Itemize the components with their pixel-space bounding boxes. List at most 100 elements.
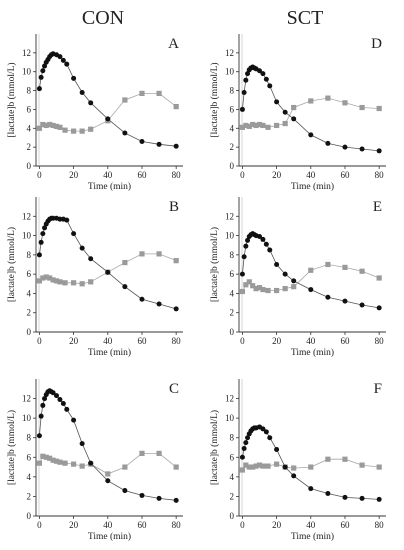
data-point-square	[156, 450, 162, 456]
y-tick-label: 6	[230, 452, 235, 462]
data-point-square	[50, 457, 56, 463]
data-point-square	[243, 122, 249, 129]
y-tick-label: 4	[230, 288, 235, 298]
data-point-circle	[260, 426, 266, 432]
data-point-circle	[79, 441, 85, 447]
data-point-circle	[64, 61, 70, 67]
data-point-square	[36, 278, 43, 284]
x-tick-label: 0	[240, 520, 245, 530]
data-point-square	[308, 267, 314, 273]
data-point-circle	[282, 271, 288, 277]
data-point-circle	[325, 490, 331, 496]
data-point-square	[253, 286, 259, 292]
data-point-square	[88, 279, 94, 285]
data-point-square	[291, 465, 297, 471]
data-point-square	[239, 467, 246, 473]
y-tick-label: 4	[230, 123, 235, 133]
data-point-circle	[245, 435, 251, 441]
panel-letter: C	[169, 381, 179, 397]
y-tick-label: 8	[230, 250, 235, 260]
data-point-circle	[308, 132, 314, 138]
data-point-circle	[122, 130, 128, 136]
data-point-circle	[267, 83, 273, 89]
series-square	[36, 450, 179, 477]
y-tick-label: 2	[27, 491, 32, 501]
series-line-circle	[39, 390, 177, 501]
data-point-circle	[308, 486, 314, 492]
data-point-square	[260, 122, 266, 129]
x-tick-label: 0	[240, 170, 245, 180]
data-point-circle	[36, 433, 42, 439]
x-tick-label: 40	[103, 336, 113, 346]
y-tick-label: 12	[22, 394, 31, 404]
x-tick-label: 80	[172, 170, 182, 180]
data-point-circle	[239, 271, 245, 277]
data-point-circle	[325, 294, 331, 300]
data-point-square	[79, 463, 85, 469]
x-axis-label: Time (min)	[291, 347, 334, 358]
data-point-circle	[173, 143, 179, 149]
x-tick-label: 0	[240, 336, 245, 346]
data-point-square	[53, 123, 60, 129]
data-point-circle	[122, 488, 128, 494]
x-tick-label: 60	[340, 520, 350, 530]
y-tick-label: 6	[27, 104, 32, 114]
panel-e: 0 2 4 6 8 10 12 0 20 40 60 80 Time (min) [lactate]b (…	[209, 197, 386, 358]
data-point-circle	[342, 494, 348, 500]
data-point-circle	[257, 234, 263, 240]
data-point-circle	[50, 390, 56, 396]
panel-b: 0 2 4 6 8 10 12 0 20 40 60 80 Time (min) [lactate]b (…	[6, 197, 183, 358]
data-point-circle	[156, 495, 162, 501]
y-tick-label: 2	[27, 142, 32, 152]
data-point-square	[36, 125, 43, 131]
data-point-circle	[282, 109, 288, 115]
data-point-circle	[42, 225, 48, 231]
data-point-square	[246, 464, 252, 470]
data-point-square	[359, 268, 365, 274]
data-point-circle	[267, 247, 273, 253]
y-tick-label: 6	[230, 269, 235, 279]
x-tick-label: 80	[375, 170, 385, 180]
data-point-square	[308, 464, 314, 470]
x-tick-label: 40	[103, 520, 113, 530]
series-circle	[36, 388, 179, 503]
data-point-square	[376, 105, 382, 112]
y-tick-label: 10	[22, 67, 32, 77]
data-point-circle	[173, 497, 179, 503]
data-point-square	[325, 95, 331, 101]
y-tick-label: 12	[225, 211, 234, 221]
data-point-circle	[88, 100, 94, 106]
x-tick-label: 60	[137, 520, 147, 530]
y-tick-label: 10	[225, 231, 235, 241]
series-circle	[239, 64, 382, 154]
data-point-square	[250, 464, 256, 470]
series-circle	[36, 215, 179, 312]
data-point-circle	[267, 435, 273, 441]
data-point-circle	[40, 402, 46, 408]
x-tick-label: 80	[375, 520, 385, 530]
series-square	[239, 456, 382, 473]
x-tick-label: 20	[69, 170, 79, 180]
series-square	[239, 261, 382, 295]
data-point-circle	[325, 140, 331, 146]
data-point-circle	[359, 302, 365, 308]
data-point-square	[71, 128, 77, 134]
data-point-circle	[64, 406, 70, 412]
x-tick-label: 60	[137, 170, 147, 180]
panel-letter: E	[373, 199, 382, 215]
data-point-circle	[245, 71, 251, 77]
data-point-circle	[50, 215, 56, 221]
series-square	[239, 95, 382, 130]
panel-a: 0 2 4 6 8 10 12 0 20 40 60 80 Time (min) [lactate]b (…	[6, 34, 183, 192]
y-tick-label: 12	[225, 394, 234, 404]
data-point-square	[173, 464, 179, 470]
data-point-circle	[38, 413, 44, 419]
data-point-square	[50, 277, 56, 283]
x-tick-label: 60	[340, 170, 350, 180]
data-point-circle	[105, 269, 111, 275]
y-axis-label: [lactate]b (mmol/L)	[6, 410, 17, 485]
data-point-square	[71, 461, 77, 467]
series-circle	[239, 424, 382, 502]
y-axis-label: [lactate]b (mmol/L)	[209, 410, 220, 485]
